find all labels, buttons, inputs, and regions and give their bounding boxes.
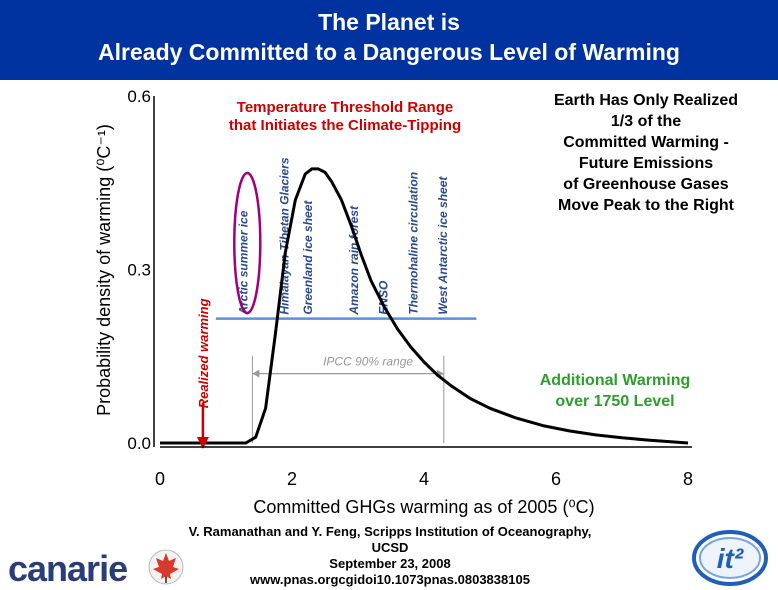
citation-line-3: www.pnas.orgcgidoi10.1073pnas.0803838105	[250, 572, 530, 587]
density-curve	[160, 167, 689, 445]
additional-line-1: Additional Warming	[539, 372, 691, 389]
x-axis-label: Committed GHGs warming as of 2005 (⁰C)	[253, 497, 594, 517]
right-note-line: Move Peak to the Right	[557, 197, 735, 214]
tipping-element-label: West Antarctic ice sheet	[436, 176, 450, 315]
x-tick-label: 2	[287, 469, 297, 489]
it2-logo-text: it²	[717, 543, 744, 574]
title-line-1: The Planet is	[318, 9, 460, 35]
threshold-heading: Temperature Threshold Range that Initiat…	[190, 99, 500, 135]
right-note-line: of Greenhouse Gases	[563, 176, 729, 193]
right-note-line: Future Emissions	[578, 155, 714, 172]
tipping-element-label: Greenland ice sheet	[301, 200, 315, 315]
y-tick-label: 0.6	[127, 87, 151, 106]
y-tick-label: 0.0	[127, 434, 151, 453]
realized-warming-label: Realized warming	[196, 298, 211, 408]
tipping-element-label: Amazon rain forest	[347, 205, 361, 316]
citation: V. Ramanathan and Y. Feng, Scripps Insti…	[180, 524, 600, 588]
slide-title: The Planet is Already Committed to a Dan…	[0, 0, 778, 80]
x-tick-label: 8	[683, 469, 693, 489]
y-axis-label: Probability density of warming (⁰C⁻¹)	[94, 124, 114, 416]
y-tick-label: 0.3	[127, 261, 151, 280]
right-note-line: Earth Has Only Realized	[553, 92, 739, 109]
it2-logo-icon: it²	[692, 530, 768, 586]
citation-line-1: V. Ramanathan and Y. Feng, Scripps Insti…	[188, 524, 592, 555]
right-note: Earth Has Only Realized 1/3 of the Committ…	[518, 90, 774, 216]
tipping-element-label: Arctic summer ice	[236, 210, 250, 315]
maple-leaf-badge-icon	[148, 549, 184, 585]
threshold-heading-line-1: Temperature Threshold Range	[236, 99, 454, 116]
threshold-heading-line-2: that Initiates the Climate-Tipping	[228, 117, 462, 134]
realized-warming-arrow-head	[196, 437, 209, 449]
additional-line-2: over 1750 Level	[555, 393, 675, 410]
x-tick-label: 0	[155, 469, 165, 489]
ipcc-range-label: IPCC 90% range	[323, 355, 413, 369]
citation-line-2: September 23, 2008	[329, 556, 451, 571]
additional-warming-note: Additional Warming over 1750 Level	[520, 370, 710, 412]
right-note-line: 1/3 of the	[610, 113, 682, 130]
right-note-line: Committed Warming -	[563, 134, 729, 151]
canarie-logo: canarie	[8, 548, 128, 589]
tipping-element-label: Thermohaline circulation	[406, 172, 420, 315]
x-tick-label: 6	[551, 469, 561, 489]
title-line-2: Already Committed to a Dangerous Level o…	[98, 39, 680, 65]
arctic-highlight-oval	[233, 171, 262, 315]
ipcc-left-arrow	[252, 369, 260, 378]
tipping-element-label: ENSO	[377, 280, 391, 315]
x-tick-label: 4	[419, 469, 429, 489]
